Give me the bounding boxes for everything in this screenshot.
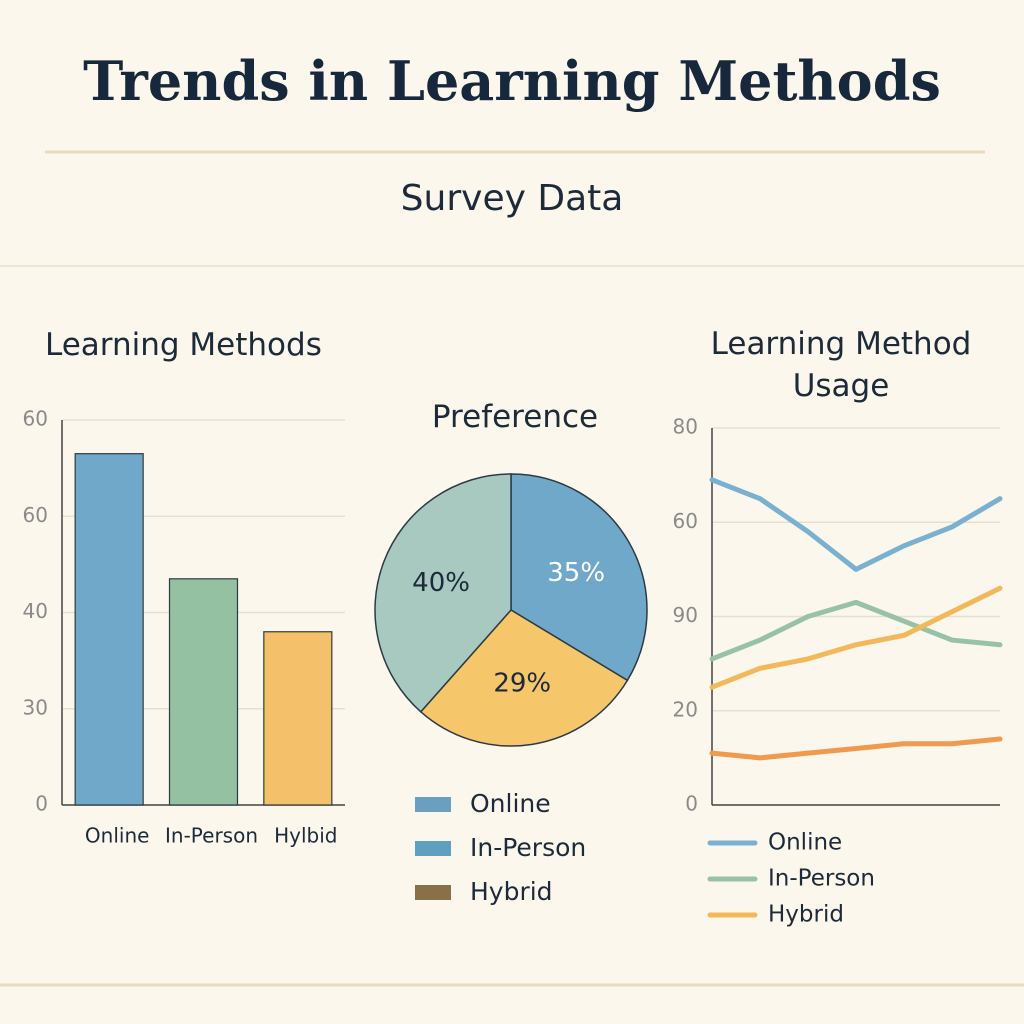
y-tick-label: 80 — [673, 415, 698, 439]
line-series — [709, 585, 1003, 690]
y-tick-label: 60 — [23, 503, 48, 527]
slice-label: 29% — [493, 668, 551, 698]
bar — [263, 631, 333, 806]
bar — [74, 453, 144, 806]
y-tick-label: 20 — [673, 697, 698, 721]
legend-label: In-Person — [470, 833, 586, 862]
line-series — [709, 477, 1003, 572]
page-subtitle: Survey Data — [401, 178, 624, 219]
chart-title: Learning Method Usage — [710, 326, 972, 404]
x-tick-label: Online — [85, 824, 150, 848]
y-tick-label: 40 — [23, 599, 48, 623]
legend-swatch — [415, 885, 451, 900]
y-tick-label: 60 — [23, 407, 48, 431]
y-tick-label: 0 — [685, 792, 698, 816]
x-tick-label: In-Person — [165, 824, 258, 848]
pie-slice — [374, 473, 512, 713]
y-tick-label: 90 — [673, 603, 698, 627]
y-tick-label: 60 — [673, 509, 698, 533]
y-tick-label: 30 — [23, 695, 48, 719]
chart-title: Preference — [431, 399, 599, 435]
legend-label: In-Person — [768, 866, 875, 892]
line-series — [709, 599, 1003, 662]
legend-label: Hybrid — [470, 877, 553, 906]
chart-title: Learning Methods — [45, 327, 322, 363]
pie-slice — [419, 609, 629, 747]
legend-swatch — [415, 841, 451, 856]
x-tick-label: Hylbid — [274, 824, 337, 848]
legend-label: Online — [470, 789, 551, 818]
legend-swatch — [415, 797, 451, 812]
pie-slice — [510, 473, 648, 682]
legend-label: Online — [768, 830, 842, 856]
y-tick-label: 0 — [35, 792, 48, 816]
slice-label: 35% — [547, 558, 605, 588]
legend-label: Hybrid — [768, 902, 844, 928]
line-series — [709, 736, 1003, 761]
slice-label: 40% — [412, 568, 470, 598]
bar — [168, 578, 239, 806]
page-title: Trends in Learning Methods — [83, 49, 941, 113]
